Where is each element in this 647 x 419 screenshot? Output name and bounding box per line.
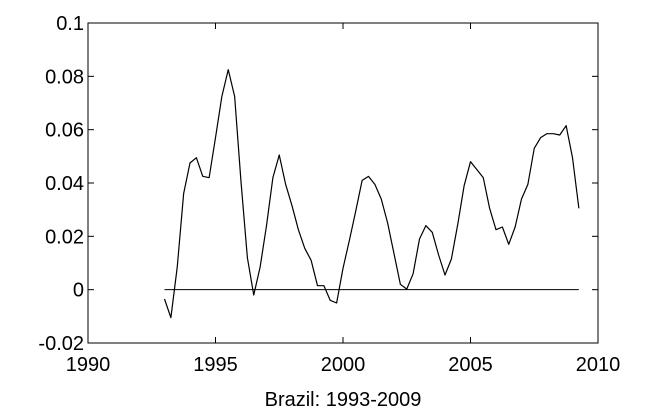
x-tick-label: 1990 bbox=[66, 354, 111, 376]
y-axis-tick-labels: -0.02 0 0.02 0.04 0.06 0.08 0.1 bbox=[38, 13, 84, 355]
x-tick-label: 1995 bbox=[193, 354, 238, 376]
series-layer bbox=[163, 69, 580, 319]
x-axis-ticks bbox=[87, 23, 599, 343]
series-line bbox=[163, 69, 580, 319]
y-tick-label: 0.1 bbox=[56, 13, 84, 35]
y-tick-label: 0.06 bbox=[45, 120, 84, 142]
x-axis-label: Brazil: 1993-2009 bbox=[265, 389, 422, 411]
y-tick-label: 0.04 bbox=[45, 173, 84, 195]
y-axis-ticks bbox=[88, 22, 598, 344]
x-tick-label: 2010 bbox=[576, 354, 621, 376]
plot-area-frame bbox=[87, 22, 599, 344]
y-tick-label: 0 bbox=[73, 280, 84, 302]
y-tick-label: 0.02 bbox=[45, 226, 84, 248]
x-axis-tick-labels: 1990 1995 2000 2005 2010 bbox=[66, 354, 621, 376]
y-tick-label: -0.02 bbox=[38, 333, 84, 355]
x-tick-label: 2000 bbox=[321, 354, 366, 376]
x-tick-label: 2005 bbox=[448, 354, 493, 376]
y-tick-label: 0.08 bbox=[45, 66, 84, 88]
